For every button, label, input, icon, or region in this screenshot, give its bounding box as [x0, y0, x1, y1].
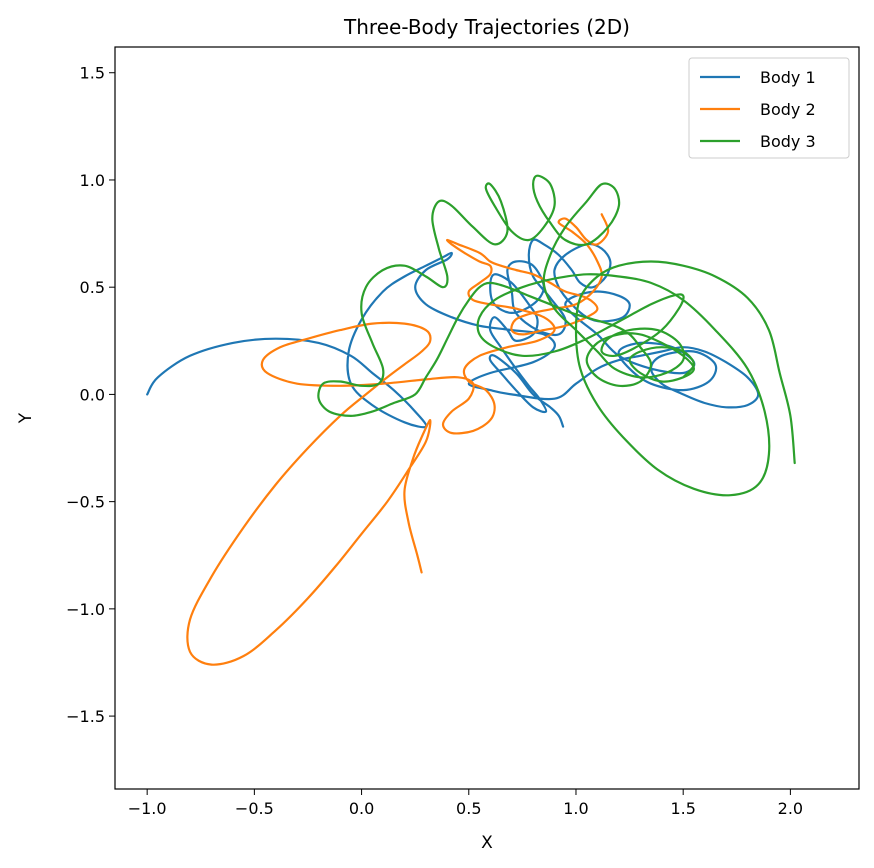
- x-tick-label: 1.5: [670, 799, 695, 818]
- x-tick-label: −0.5: [235, 799, 274, 818]
- y-tick-label: 1.0: [80, 171, 105, 190]
- x-axis-label: X: [481, 833, 493, 853]
- x-tick-label: 1.0: [563, 799, 588, 818]
- y-tick-label: −1.0: [66, 600, 105, 619]
- plot-frame: [114, 46, 860, 790]
- y-tick-label: −0.5: [66, 493, 105, 512]
- legend-label-body-3: Body 3: [760, 132, 816, 151]
- series-line-body-3: [317, 174, 796, 497]
- y-tick-label: 0.0: [80, 385, 105, 404]
- y-tick-label: −1.5: [66, 707, 105, 726]
- x-tick-label: 2.0: [778, 799, 803, 818]
- chart-title: Three-Body Trajectories (2D): [343, 15, 630, 39]
- legend-label-body-2: Body 2: [760, 100, 816, 119]
- series-line-body-2: [186, 213, 610, 666]
- y-tick-label: 1.5: [80, 64, 105, 83]
- y-axis-label: Y: [16, 412, 36, 424]
- x-tick-label: −1.0: [128, 799, 167, 818]
- legend-label-body-1: Body 1: [760, 68, 816, 87]
- x-tick-label: 0.0: [349, 799, 374, 818]
- y-tick-label: 0.5: [80, 278, 105, 297]
- legend-box: [688, 57, 850, 159]
- x-tick-label: 0.5: [456, 799, 481, 818]
- legend: Body 1 Body 2 Body 3: [688, 57, 850, 159]
